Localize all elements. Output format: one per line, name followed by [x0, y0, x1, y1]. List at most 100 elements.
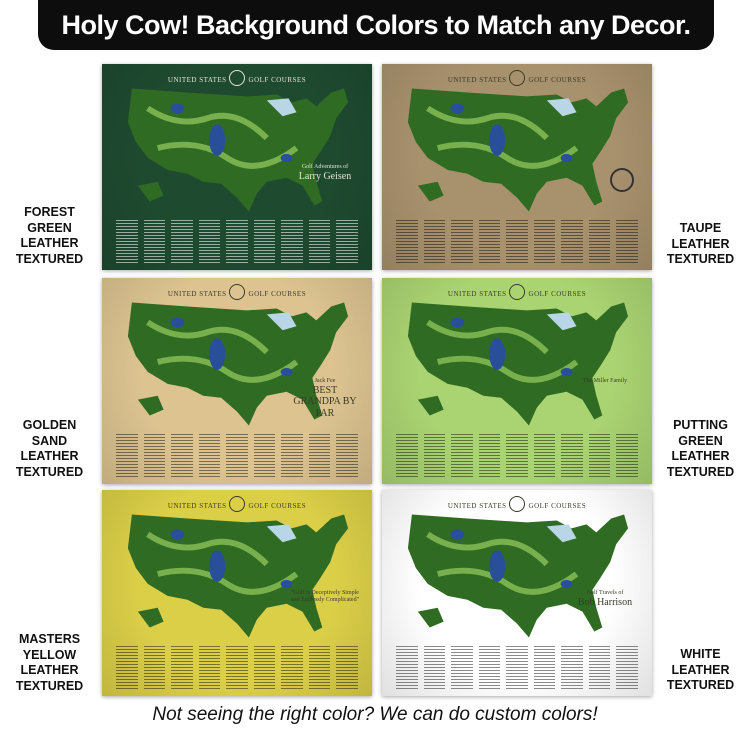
course-list	[396, 434, 638, 478]
course-column	[336, 434, 358, 478]
course-column	[198, 220, 221, 264]
us-golf-map	[398, 78, 636, 218]
course-column	[143, 434, 166, 478]
personalization-block: Golf Adventures of Larry Geisen	[290, 164, 360, 182]
laurel-crest-icon	[509, 70, 525, 86]
course-column	[423, 220, 446, 264]
course-column	[506, 434, 528, 478]
course-column	[423, 434, 446, 478]
course-column	[281, 646, 303, 690]
personalization-line2: BEST GRANDPA BY PAR	[293, 384, 357, 419]
course-column	[171, 220, 193, 264]
course-column	[451, 646, 473, 690]
course-column	[396, 220, 418, 264]
course-column	[396, 434, 418, 478]
laurel-crest-icon	[229, 496, 245, 512]
color-label-line: LEATHER	[20, 449, 79, 463]
color-label-line: LEATHER	[20, 663, 79, 677]
color-label-line: TEXTURED	[15, 678, 84, 693]
course-column	[308, 646, 331, 690]
course-list	[396, 646, 638, 690]
poster-title-right: GOLF COURSES	[528, 76, 587, 84]
color-label-line: SAND	[31, 433, 68, 448]
laurel-crest-icon	[509, 496, 525, 512]
course-column	[533, 646, 556, 690]
poster-title: UNITED STATES GOLF COURSES	[102, 76, 372, 84]
course-column	[588, 646, 611, 690]
course-column	[561, 646, 583, 690]
color-label-line: LEATHER	[671, 236, 730, 251]
course-column	[588, 434, 611, 478]
color-label-line: TEXTURED	[666, 464, 735, 479]
course-column	[616, 646, 638, 690]
course-column	[198, 434, 221, 478]
course-column	[198, 646, 221, 690]
page-header: Holy Cow! Background Colors to Match any…	[38, 0, 714, 50]
footer-text: Not seeing the right color? We can do cu…	[152, 704, 598, 725]
course-column	[143, 646, 166, 690]
color-label-line: TEXTURED	[15, 464, 84, 479]
us-golf-map	[118, 504, 356, 644]
course-column	[226, 646, 248, 690]
color-label-line: GOLDEN	[22, 418, 77, 432]
poster-forest-green-leather-textured: UNITED STATES GOLF COURSES Golf Adventur…	[102, 64, 372, 270]
color-label: WHITE LEATHER TEXTURED	[653, 647, 748, 694]
course-column	[506, 646, 528, 690]
course-column	[226, 434, 248, 478]
poster-masters-yellow-leather-textured: UNITED STATES GOLF COURSES "Golf is Dece…	[102, 490, 372, 696]
poster-title-left: UNITED STATES	[447, 290, 507, 298]
poster-title-right: GOLF COURSES	[248, 290, 307, 298]
course-column	[588, 220, 611, 264]
color-label-line: LEATHER	[671, 662, 730, 677]
color-label-line: WHITE	[680, 647, 721, 661]
course-column	[226, 220, 248, 264]
poster-white-leather-textured: UNITED STATES GOLF COURSES Golf Travels …	[382, 490, 652, 696]
course-column	[116, 220, 138, 264]
course-column	[308, 434, 331, 478]
personalization-line2: Larry Geisen	[298, 170, 352, 182]
color-label: FOREST GREEN LEATHER TEXTURED	[2, 205, 97, 267]
personalization-block: Jack Fee BEST GRANDPA BY PAR	[290, 378, 360, 419]
course-list	[116, 220, 358, 264]
color-label-line: LEATHER	[20, 236, 79, 250]
laurel-crest-icon	[229, 284, 245, 300]
personalization-block: Golf Travels of Bob Harrison	[570, 590, 640, 608]
course-column	[171, 434, 193, 478]
personalization-line1: Golf Travels of	[586, 590, 624, 596]
course-column	[506, 220, 528, 264]
color-label-line: TEXTURED	[666, 678, 735, 692]
poster-title: UNITED STATES GOLF COURSES	[102, 502, 372, 510]
course-column	[423, 646, 446, 690]
poster-taupe-leather-textured: UNITED STATES GOLF COURSES	[382, 64, 652, 270]
poster-golden-sand-leather-textured: UNITED STATES GOLF COURSES Jack Fee BEST…	[102, 278, 372, 484]
poster-title-right: GOLF COURSES	[248, 502, 307, 510]
header-title: Holy Cow! Background Colors to Match any…	[61, 9, 691, 40]
personalization-block: The Miller Family	[570, 378, 640, 385]
color-label-line: TAUPE	[679, 221, 722, 235]
course-column	[281, 220, 303, 264]
color-label-line: FOREST	[24, 205, 75, 219]
color-label: TAUPE LEATHER TEXTURED	[653, 221, 748, 268]
course-column	[116, 646, 138, 690]
poster-title-left: UNITED STATES	[167, 502, 227, 510]
course-column	[116, 434, 138, 478]
poster-title-right: GOLF COURSES	[248, 76, 307, 84]
color-label: PUTTING GREEN LEATHER TEXTURED	[653, 418, 748, 480]
color-label-line: MASTERS	[18, 632, 81, 646]
us-golf-map	[398, 292, 636, 432]
poster-title-left: UNITED STATES	[167, 76, 227, 84]
course-column	[253, 646, 276, 690]
course-column	[533, 220, 556, 264]
course-column	[336, 646, 358, 690]
personalization-line1: "Golf is Deceptively Simple and Endlessl…	[290, 590, 360, 603]
poster-title-right: GOLF COURSES	[528, 290, 587, 298]
course-column	[143, 220, 166, 264]
poster-title: UNITED STATES GOLF COURSES	[382, 76, 652, 84]
personalization-line2: Bob Harrison	[577, 596, 633, 608]
compass-rose-icon	[610, 168, 634, 192]
color-label-line: YELLOW	[22, 647, 77, 662]
personalization-line1: Golf Adventures of	[301, 164, 349, 170]
course-column	[478, 434, 501, 478]
course-column	[308, 220, 331, 264]
course-column	[561, 434, 583, 478]
